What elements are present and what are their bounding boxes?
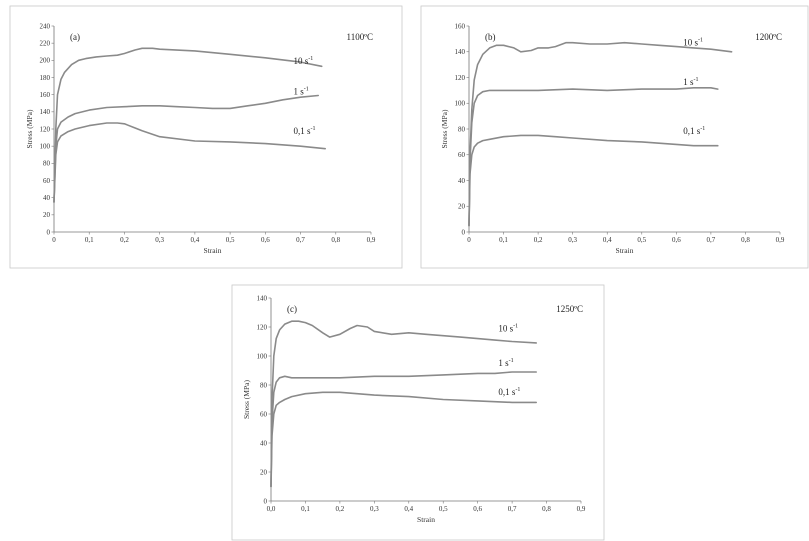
y-tick-label: 100 — [40, 143, 51, 151]
series-label: 0,1 s-1 — [498, 387, 520, 397]
series-line-1 — [53, 47, 323, 203]
x-tick-label: 0,5 — [226, 236, 235, 244]
x-tick-label: 0,9 — [776, 236, 785, 244]
x-tick-label: 0,8 — [741, 236, 750, 244]
y-tick-label: 240 — [40, 22, 51, 30]
x-axis-title: Strain — [204, 246, 222, 255]
y-tick-label: 140 — [455, 48, 466, 56]
y-tick-label: 40 — [43, 194, 51, 202]
y-tick-label: 20 — [43, 211, 51, 219]
x-tick-label: 0,3 — [370, 505, 379, 513]
y-tick-label: 220 — [40, 40, 51, 48]
chart-panel-2: 0 0,1 0,2 0,3 0,4 0,5 0,6 0,7 0,8 0,9 0 20 40 60 80 100… — [420, 5, 809, 269]
y-tick-label: 140 — [40, 108, 51, 116]
chart-frame — [9, 5, 403, 269]
x-tick-label: 0,7 — [707, 236, 716, 244]
x-tick-label: 0,9 — [577, 505, 586, 513]
y-tick-label: 80 — [43, 160, 51, 168]
series-label: 0,1 s-1 — [294, 126, 316, 136]
y-tick-label: 120 — [455, 74, 466, 82]
y-tick-label: 20 — [458, 203, 466, 211]
x-tick-label: 0,8 — [542, 505, 551, 513]
x-tick-label: 0,6 — [261, 236, 270, 244]
temperature-label: 1250ºC — [556, 304, 583, 314]
series-label: 10 s-1 — [294, 56, 314, 66]
series-line-3 — [270, 391, 537, 488]
y-tick-label: 120 — [40, 125, 51, 133]
y-axis-title: Stress (MPa) — [440, 109, 449, 148]
x-tick-label: 0,0 — [267, 505, 276, 513]
x-tick-label: 0,8 — [331, 236, 340, 244]
y-tick-label: 0 — [264, 497, 268, 505]
y-axis-title: Stress (MPa) — [242, 380, 251, 419]
y-tick-label: 40 — [260, 439, 268, 447]
y-tick-label: 60 — [458, 151, 466, 159]
series-line-1 — [468, 41, 733, 227]
temperature-label: 1100ºC — [347, 32, 373, 42]
y-tick-label: 40 — [458, 177, 466, 185]
series-label: 1 s-1 — [683, 77, 698, 87]
x-tick-label: 0,7 — [508, 505, 517, 513]
x-tick-label: 0,1 — [85, 236, 94, 244]
x-tick-label: 0,2 — [336, 505, 345, 513]
series-label: 0,1 s-1 — [683, 126, 705, 136]
y-tick-label: 180 — [40, 74, 51, 82]
y-tick-label: 60 — [43, 177, 51, 185]
y-tick-label: 140 — [257, 294, 268, 302]
chart-panel-3: 0,0 0,1 0,2 0,3 0,4 0,5 0,6 0,7 0,8 0,9 0 20 40 60 80 1… — [231, 284, 605, 541]
series-line-2 — [270, 371, 537, 488]
temperature-label: 1200ºC — [755, 32, 782, 42]
x-axis-title: Strain — [417, 515, 435, 524]
x-tick-label: 0 — [52, 236, 56, 244]
chart-frame — [420, 5, 809, 269]
x-tick-label: 0,5 — [439, 505, 448, 513]
x-tick-label: 0 — [467, 236, 471, 244]
panel-label: (a) — [70, 32, 80, 42]
y-tick-label: 100 — [257, 352, 268, 360]
x-axis-title: Strain — [616, 246, 634, 255]
y-tick-label: 80 — [458, 125, 466, 133]
series-label: 1 s-1 — [498, 358, 513, 368]
y-tick-label: 60 — [260, 410, 268, 418]
x-tick-label: 0,6 — [473, 505, 482, 513]
x-tick-label: 0,4 — [404, 505, 413, 513]
x-tick-label: 0,6 — [672, 236, 681, 244]
x-tick-label: 0,2 — [534, 236, 543, 244]
x-tick-label: 0,1 — [301, 505, 310, 513]
series-line-3 — [468, 134, 719, 227]
x-tick-label: 0,4 — [191, 236, 200, 244]
panel-label: (c) — [287, 304, 297, 314]
series-line-3 — [53, 122, 326, 203]
series-line-1 — [270, 320, 537, 488]
y-tick-label: 200 — [40, 57, 51, 65]
x-tick-label: 0,1 — [499, 236, 508, 244]
x-tick-label: 0,5 — [637, 236, 646, 244]
y-axis-title: Stress (MPa) — [25, 109, 34, 148]
x-tick-label: 0,7 — [296, 236, 305, 244]
y-tick-label: 160 — [455, 22, 466, 30]
y-tick-label: 100 — [455, 100, 466, 108]
chart-panel-1: 0 0,1 0,2 0,3 0,4 0,5 0,6 0,7 0,8 0,9 0 20 40 60 80 100… — [9, 5, 403, 269]
series-line-2 — [468, 87, 719, 227]
y-tick-label: 160 — [40, 91, 51, 99]
series-label: 10 s-1 — [683, 37, 703, 47]
series-label: 1 s-1 — [294, 87, 309, 97]
series-label: 10 s-1 — [498, 323, 518, 333]
x-tick-label: 0,3 — [568, 236, 577, 244]
y-tick-label: 120 — [257, 323, 268, 331]
x-tick-label: 0,2 — [120, 236, 129, 244]
chart-frame — [231, 284, 605, 541]
y-tick-label: 0 — [462, 228, 466, 236]
y-tick-label: 20 — [260, 468, 268, 476]
y-tick-label: 80 — [260, 381, 268, 389]
x-tick-label: 0,4 — [603, 236, 612, 244]
panel-label: (b) — [485, 32, 496, 42]
series-line-2 — [53, 94, 319, 203]
y-tick-label: 0 — [47, 228, 51, 236]
x-tick-label: 0,9 — [367, 236, 376, 244]
x-tick-label: 0,3 — [155, 236, 164, 244]
